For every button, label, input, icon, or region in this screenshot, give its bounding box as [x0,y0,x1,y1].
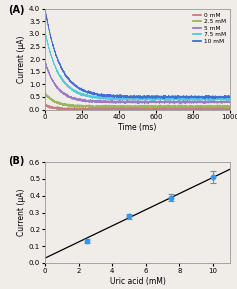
7.5 mM [205,97,208,101]
0 mM [76,107,79,110]
5 mM [228,100,231,103]
10 mM [228,95,231,99]
0 mM [168,109,171,112]
Y-axis label: Current (μA): Current (μA) [17,189,26,236]
7.5 mM [65,82,68,85]
0 mM [44,102,47,105]
10 mM [205,95,208,98]
10 mM [114,94,117,98]
2.5 mM [228,105,231,109]
Text: (B): (B) [8,156,24,166]
0 mM [205,107,208,110]
10 mM [65,75,68,78]
2.5 mM [123,106,125,109]
7.5 mM [228,98,231,101]
5 mM [44,60,46,64]
0 mM [114,109,117,112]
5 mM [123,99,125,103]
2.5 mM [205,105,208,108]
X-axis label: Time (ms): Time (ms) [118,123,157,132]
2.5 mM [114,104,117,108]
10 mM [123,95,125,99]
10 mM [203,97,205,101]
5 mM [76,98,79,101]
Line: 7.5 mM: 7.5 mM [45,31,230,101]
Line: 10 mM: 10 mM [45,8,230,99]
2.5 mM [44,92,46,96]
2.5 mM [65,103,68,106]
5 mM [179,102,182,106]
7.5 mM [225,97,228,100]
7.5 mM [178,99,181,103]
2.5 mM [225,105,228,108]
7.5 mM [114,97,117,100]
10 mM [76,85,78,89]
10 mM [44,6,46,10]
0 mM [225,107,228,110]
5 mM [205,99,208,103]
0 mM [228,108,231,111]
5 mM [225,100,228,104]
0 mM [65,108,68,111]
2.5 mM [153,107,156,110]
Line: 2.5 mM: 2.5 mM [45,92,230,108]
7.5 mM [123,97,125,100]
5 mM [114,100,117,103]
Line: 0 mM: 0 mM [45,104,230,111]
5 mM [65,93,68,97]
0 mM [123,108,125,111]
Y-axis label: Current (μA): Current (μA) [17,35,26,83]
10 mM [225,95,228,99]
5 mM [44,60,46,64]
Line: 5 mM: 5 mM [45,62,230,104]
7.5 mM [44,29,46,33]
Legend: 0 mM, 2.5 mM, 5 mM, 7.5 mM, 10 mM: 0 mM, 2.5 mM, 5 mM, 7.5 mM, 10 mM [192,12,227,45]
2.5 mM [44,91,47,94]
0 mM [44,103,46,106]
7.5 mM [76,90,78,93]
Text: (A): (A) [8,5,25,15]
2.5 mM [76,106,79,109]
X-axis label: Uric acid (mM): Uric acid (mM) [109,277,165,286]
